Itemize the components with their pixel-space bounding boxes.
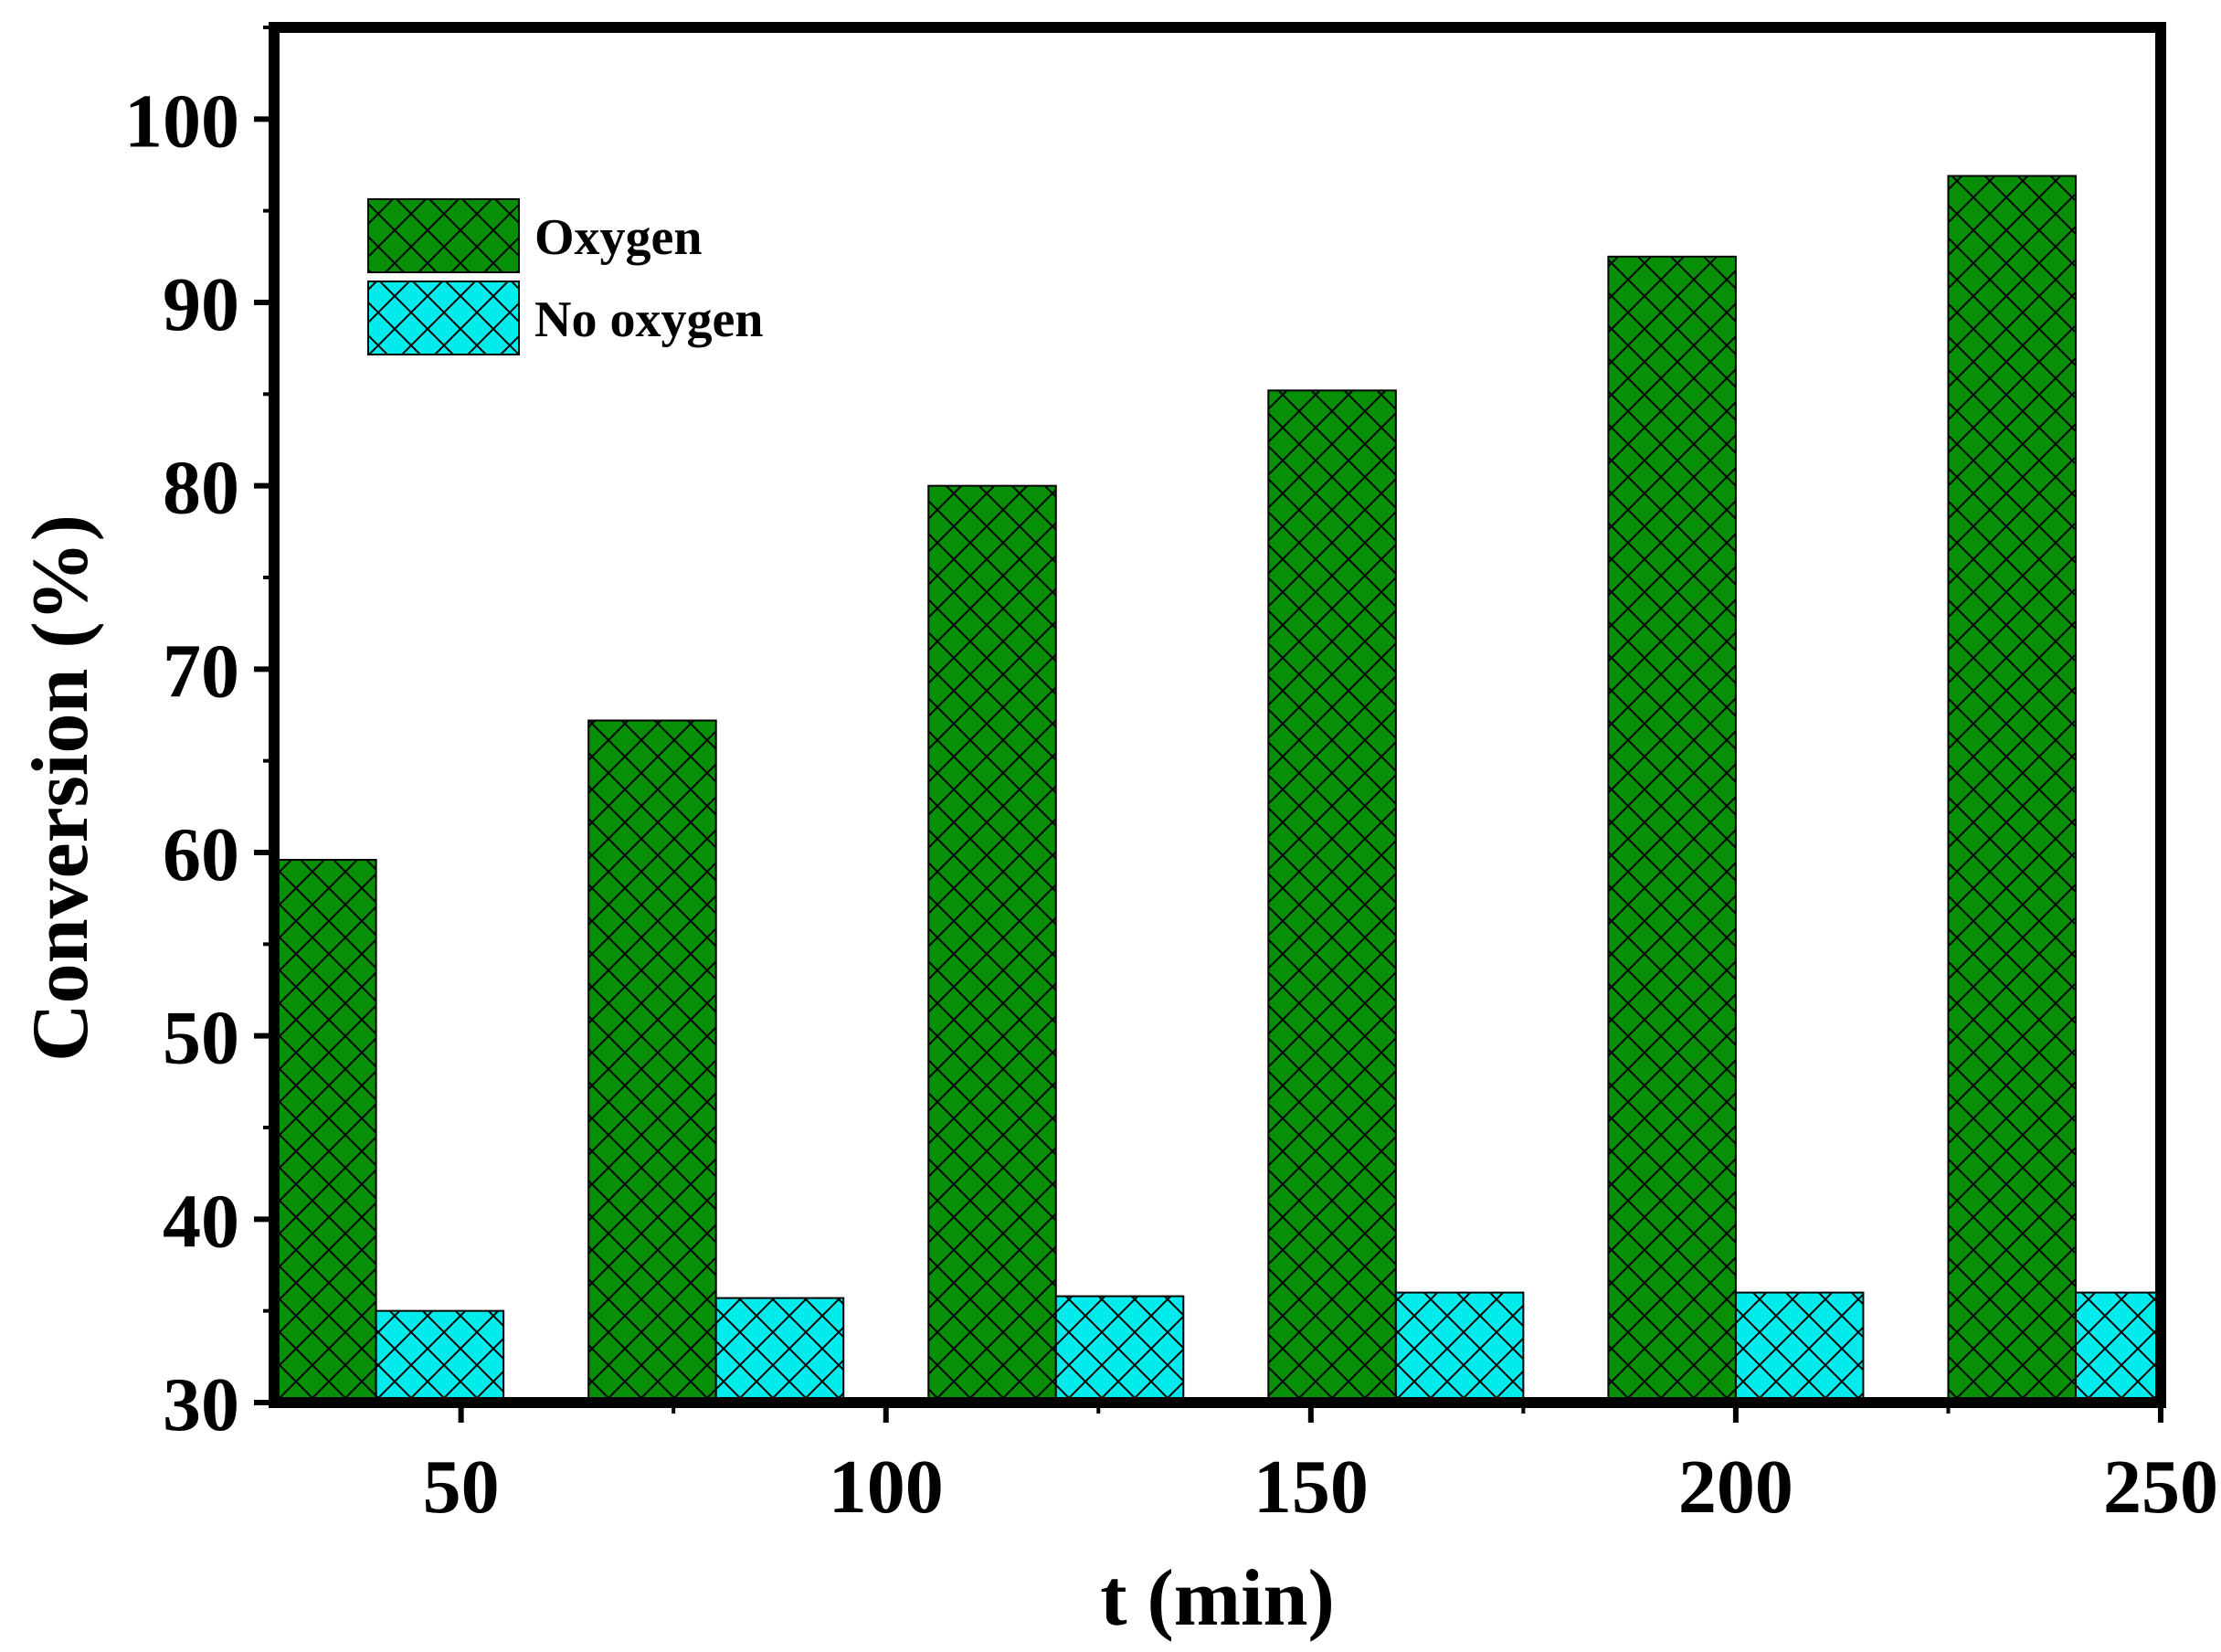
oxygen-bar xyxy=(587,719,717,1403)
oxygen-bar xyxy=(1267,389,1397,1403)
plot-frame xyxy=(269,22,2166,1408)
no-oxygen-bar xyxy=(375,1309,505,1403)
y-axis-title: Conversion (%) xyxy=(16,514,105,1062)
x-tick-label: 250 xyxy=(2103,1445,2218,1530)
oxygen-bar xyxy=(274,859,377,1403)
x-tick-label: 50 xyxy=(423,1445,500,1530)
oxygen-legend-swatch xyxy=(367,198,520,273)
no-oxygen-bar xyxy=(1734,1291,1865,1403)
no-oxygen-bar xyxy=(2074,1291,2161,1403)
y-tick-label: 40 xyxy=(163,1179,239,1264)
y-tick-label: 90 xyxy=(163,262,239,347)
legend: Oxygen No oxygen xyxy=(367,198,763,355)
y-tick-label: 30 xyxy=(163,1362,239,1447)
no-oxygen-legend-label: No oxygen xyxy=(534,291,763,348)
no-oxygen-legend-swatch xyxy=(367,281,520,355)
y-tick-label: 70 xyxy=(163,629,239,714)
bars-layer xyxy=(274,175,2161,1403)
ticks-layer: 30 40 50 60 70 80 90 100 50 100 150 200 250 xyxy=(124,26,2218,1530)
x-axis-title: t (min) xyxy=(1100,1554,1335,1643)
x-tick-label: 150 xyxy=(1253,1445,1369,1530)
oxygen-legend-label: Oxygen xyxy=(534,209,703,266)
y-tick-label: 80 xyxy=(163,446,239,531)
no-oxygen-bar xyxy=(1054,1295,1185,1403)
y-tick-label: 60 xyxy=(163,812,239,897)
no-oxygen-bar xyxy=(1394,1291,1525,1403)
no-oxygen-bar xyxy=(714,1297,845,1403)
y-tick-label: 50 xyxy=(163,996,239,1081)
x-tick-label: 100 xyxy=(829,1445,944,1530)
oxygen-bar xyxy=(1947,175,2077,1403)
oxygen-bar xyxy=(927,484,1057,1403)
oxygen-bar xyxy=(1607,255,1737,1403)
x-tick-label: 200 xyxy=(1678,1445,1793,1530)
y-tick-label: 100 xyxy=(124,79,239,164)
